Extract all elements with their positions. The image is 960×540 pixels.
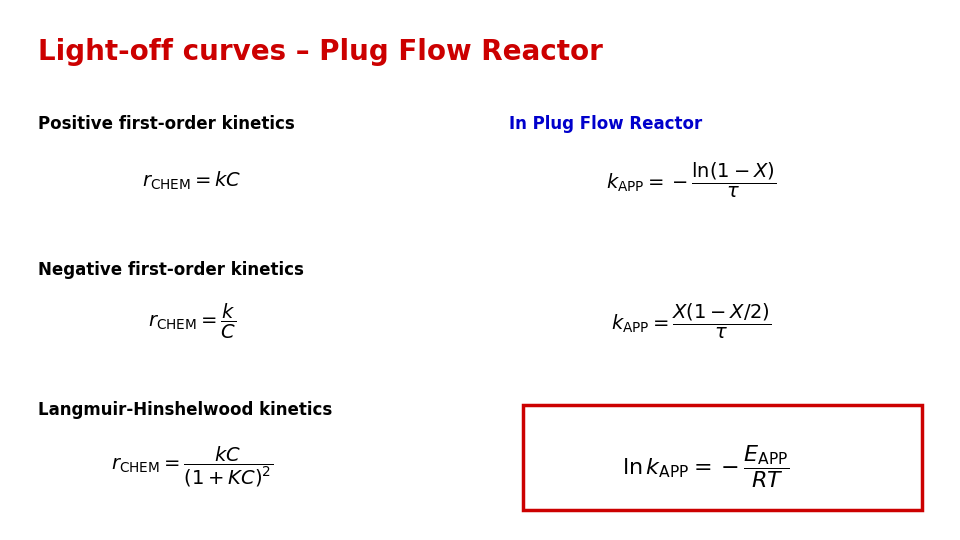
Text: Langmuir-Hinshelwood kinetics: Langmuir-Hinshelwood kinetics	[38, 401, 333, 420]
Text: $k_{\mathrm{APP}} = \dfrac{X(1-X/2)}{\tau}$: $k_{\mathrm{APP}} = \dfrac{X(1-X/2)}{\ta…	[612, 302, 771, 341]
FancyBboxPatch shape	[523, 405, 922, 510]
Text: Negative first-order kinetics: Negative first-order kinetics	[38, 261, 304, 279]
Text: $k_{\mathrm{APP}} = -\dfrac{\ln(1-X)}{\tau}$: $k_{\mathrm{APP}} = -\dfrac{\ln(1-X)}{\t…	[606, 161, 777, 200]
Text: $r_{\mathrm{CHEM}} = kC$: $r_{\mathrm{CHEM}} = kC$	[142, 170, 242, 192]
Text: $r_{\mathrm{CHEM}} = \dfrac{k}{C}$: $r_{\mathrm{CHEM}} = \dfrac{k}{C}$	[148, 302, 236, 341]
Text: $r_{\mathrm{CHEM}} = \dfrac{kC}{(1+KC)^{2}}$: $r_{\mathrm{CHEM}} = \dfrac{kC}{(1+KC)^{…	[111, 445, 273, 489]
Text: In Plug Flow Reactor: In Plug Flow Reactor	[509, 115, 702, 133]
Text: Light-off curves – Plug Flow Reactor: Light-off curves – Plug Flow Reactor	[38, 38, 603, 66]
Text: $\ln k_{\mathrm{APP}} = -\dfrac{E_{\mathrm{APP}}}{RT}$: $\ln k_{\mathrm{APP}} = -\dfrac{E_{\math…	[622, 444, 789, 490]
Text: Positive first-order kinetics: Positive first-order kinetics	[38, 115, 295, 133]
